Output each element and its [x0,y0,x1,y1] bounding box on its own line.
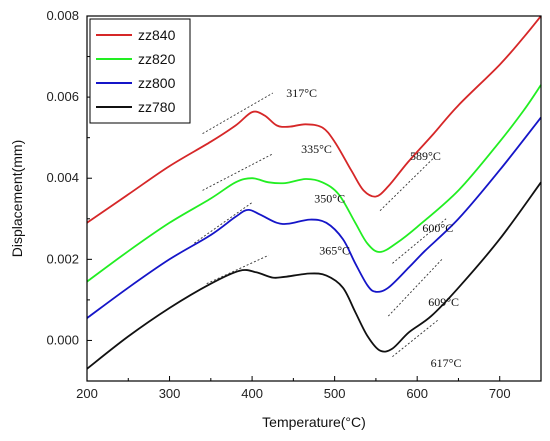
x-axis-title: Temperature(°C) [262,414,366,430]
temperature-annotation: 609°C [428,295,459,309]
y-axis-ticks: 0.000 0.002 0.004 0.006 0.008 [46,8,92,382]
y-tick-label: 0.006 [46,89,79,104]
tangent-line [202,153,273,191]
x-tick-label: 500 [324,386,346,401]
legend-box [89,18,191,124]
legend-label-zz780: zz780 [138,99,176,115]
y-tick-label: 0.004 [46,170,79,185]
tangent-line [206,254,269,285]
temperature-annotation: 600°C [422,221,453,235]
annotations: 317°C 335°C 350°C 365°C 589°C 600°C 609°C 617°C [194,86,461,370]
legend-label-zz800: zz800 [138,75,176,91]
x-tick-label: 400 [241,386,263,401]
tangent-line [202,92,273,135]
tangent-line [379,157,435,211]
legend-label-zz840: zz840 [138,27,176,43]
temperature-annotation: 365°C [319,243,350,257]
temperature-annotation: 589°C [410,149,441,163]
x-tick-label: 200 [76,386,98,401]
tangent-line [387,259,443,317]
temperature-annotation: 335°C [301,142,332,156]
temperature-annotation: 350°C [314,192,345,206]
plot-frame [86,15,542,382]
tangent-line [392,319,439,358]
temperature-annotation: 317°C [286,86,317,100]
legend: zz840 zz820 zz800 zz780 [89,18,191,124]
series-line-zz800 [86,116,542,319]
series-line-zz820 [86,84,542,283]
x-axis-ticks: 200 300 400 500 600 700 [76,376,511,401]
series-line-zz780 [86,181,542,370]
y-tick-label: 0.002 [46,251,79,266]
y-axis-title: Displacement(mm) [9,140,25,257]
x-tick-label: 600 [406,386,428,401]
y-tick-label: 0.008 [46,8,79,23]
plot-lines [86,15,542,370]
tangent-line [194,202,253,244]
x-tick-label: 300 [159,386,181,401]
series-line-zz840 [86,15,542,224]
legend-label-zz820: zz820 [138,51,176,67]
x-tick-label: 700 [489,386,511,401]
y-tick-label: 0.000 [46,332,79,347]
temperature-annotation: 617°C [431,356,462,370]
